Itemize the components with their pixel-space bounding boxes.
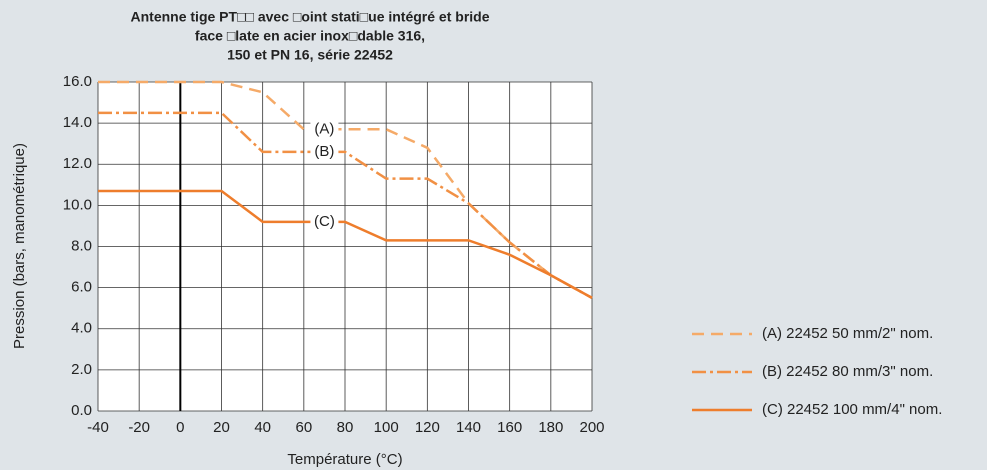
y-tick-label: 8.0 [71,237,92,254]
legend-label: (A) 22452 50 mm/2" nom. [762,325,933,342]
y-tick-label: 12.0 [63,155,92,172]
x-tick-label: 140 [456,419,481,436]
annotation: (A) [314,120,334,137]
annotation: (B) [314,143,334,160]
x-tick-label: 80 [337,419,354,436]
chart-title: 150 et PN 16, série 22452 [227,47,393,63]
x-tick-label: 100 [374,419,399,436]
x-tick-label: 60 [295,419,312,436]
series-line [98,189,593,300]
x-tick-label: 180 [538,419,563,436]
annotation-bg [310,212,339,231]
x-tick-label: -20 [128,419,150,436]
x-tick-label: 20 [213,419,230,436]
y-tick-label: 6.0 [71,279,92,296]
legend-label: (B) 22452 80 mm/3" nom. [762,363,933,380]
x-axis-label: Température (°C) [287,451,402,468]
x-tick-label: 120 [415,419,440,436]
x-tick-label: 160 [497,419,522,436]
y-tick-label: 14.0 [63,114,92,131]
series-line [98,111,593,300]
x-tick-label: -40 [87,419,109,436]
chart-title: Antenne tige PT□□ avec □oint stati□ue in… [131,9,490,25]
chart-title: face □late en acier inox□dable 316, [195,28,425,44]
y-tick-label: 2.0 [71,361,92,378]
annotation-bg [310,142,339,161]
y-tick-label: 10.0 [63,196,92,213]
x-tick-label: 0 [176,419,184,436]
x-tick-label: 200 [579,419,604,436]
annotation: (C) [314,213,335,230]
y-tick-label: 16.0 [63,73,92,90]
x-tick-label: 40 [254,419,271,436]
annotation-bg [310,120,339,139]
y-tick-label: 4.0 [71,320,92,337]
legend-label: (C) 22452 100 mm/4" nom. [762,401,942,418]
y-tick-label: 0.0 [71,402,92,419]
y-axis-label: Pression (bars, manométrique) [11,143,28,349]
